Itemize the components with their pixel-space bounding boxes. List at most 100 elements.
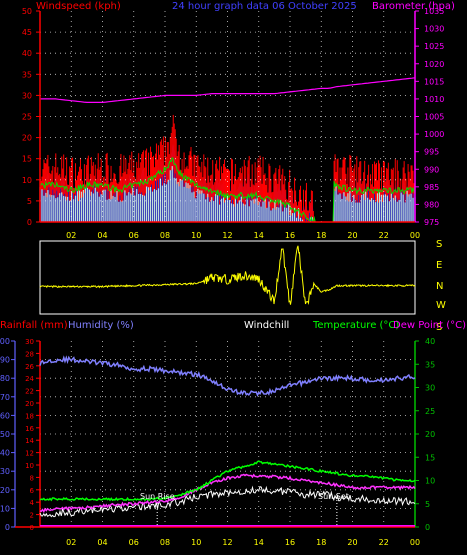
bottom-x-tick-label: 14 (254, 538, 264, 547)
temperature-tick-label: 40 (425, 337, 435, 346)
bottom-x-tick-label: 16 (285, 538, 295, 547)
temperature-tick-label: 5 (425, 500, 430, 509)
barometer-tick-label: 1005 (424, 113, 444, 122)
barometer-tick-label: 990 (424, 165, 439, 174)
direction-label: S (436, 239, 442, 250)
windspeed-tick-label: 40 (22, 49, 32, 58)
temperature-tick-label: 35 (425, 360, 435, 369)
rainfall-tick-label: 0 (30, 524, 34, 532)
windspeed-tick-label: 20 (22, 134, 32, 143)
temperature-tick-label: 25 (425, 407, 435, 416)
windspeed-tick-label: 0 (27, 218, 32, 227)
windchill-title: Windchill (244, 320, 289, 331)
bottom-x-tick-label: 00 (410, 538, 420, 547)
rainfall-tick-label: 22 (25, 388, 34, 396)
windspeed-tick-label: 10 (22, 176, 32, 185)
rainfall-tick-label: 6 (30, 487, 35, 495)
temperature-tick-label: 30 (425, 384, 435, 393)
temperature-tick-label: 0 (425, 523, 430, 532)
temperature-line (39, 460, 416, 502)
rainfall-tick-label: 4 (30, 499, 35, 507)
barometer-tick-label: 995 (424, 148, 439, 157)
bottom-x-tick-label: 18 (316, 538, 326, 547)
rainfall-tick-label: 20 (25, 400, 34, 408)
temperature-title: Temperature (°C) (312, 320, 399, 331)
bottom-x-tick-label: 02 (66, 538, 76, 547)
temperature-tick-label: 15 (425, 453, 435, 462)
bottom-x-tick-label: 22 (379, 538, 389, 547)
chart-title: 24 hour graph data 06 October 2025 (172, 1, 357, 12)
top-x-tick-label: 16 (285, 231, 295, 240)
bottom-x-tick-label: 06 (129, 538, 139, 547)
humidity-tick-label: 10 (0, 504, 10, 513)
humidity-tick-label: 70 (0, 393, 10, 402)
dewpoint-line (39, 473, 416, 514)
temperature-tick-label: 10 (425, 477, 435, 486)
humidity-tick-label: 50 (0, 430, 10, 439)
direction-label: N (436, 281, 443, 292)
rainfall-tick-label: 10 (25, 462, 34, 470)
rainfall-tick-label: 24 (25, 375, 34, 383)
bottom-x-tick-label: 10 (191, 538, 201, 547)
top-x-tick-label: 14 (254, 231, 264, 240)
barometer-tick-label: 1020 (424, 60, 444, 69)
rainfall-tick-label: 26 (25, 363, 34, 371)
dewpoint-title: Dew Point (°C) (393, 320, 466, 331)
barometer-tick-label: 1025 (424, 42, 444, 51)
humidity-tick-label: 90 (0, 356, 10, 365)
barometer-line (40, 77, 416, 104)
temperature-tick-label: 20 (425, 430, 435, 439)
top-x-tick-label: 10 (191, 231, 201, 240)
humidity-tick-label: 20 (0, 486, 10, 495)
top-x-tick-label: 18 (316, 231, 326, 240)
temperature-humidity-panel: 0102030405060708090100024681012141618202… (0, 337, 435, 547)
top-x-tick-label: 20 (347, 231, 357, 240)
humidity-tick-label: 100 (0, 337, 10, 346)
rainfall-title: Rainfall (mm) (0, 320, 68, 331)
barometer-tick-label: 1010 (424, 95, 444, 104)
barometer-title: Barometer (hpa) (372, 1, 455, 12)
direction-label: S (436, 322, 442, 333)
humidity-tick-label: 30 (0, 467, 10, 476)
bottom-x-tick-label: 08 (160, 538, 170, 547)
bottom-x-tick-label: 20 (347, 538, 357, 547)
direction-frame (39, 240, 416, 315)
bottom-x-tick-label: 04 (97, 538, 107, 547)
barometer-tick-label: 980 (424, 200, 439, 209)
windspeed-tick-label: 15 (22, 155, 32, 164)
wind-direction-line (39, 245, 416, 306)
sunrise-label: Sun Rise (140, 492, 175, 501)
rainfall-tick-label: 18 (25, 412, 34, 420)
windspeed-tick-label: 45 (22, 28, 32, 37)
humidity-tick-label: 80 (0, 374, 10, 383)
humidity-tick-label: 60 (0, 411, 10, 420)
windspeed-tick-label: 5 (27, 197, 32, 206)
windspeed-tick-label: 25 (22, 113, 32, 122)
top-x-tick-label: 12 (222, 231, 232, 240)
top-x-tick-label: 22 (379, 231, 389, 240)
humidity-tick-label: 0 (5, 523, 10, 532)
rainfall-tick-label: 14 (25, 437, 34, 445)
bottom-x-tick-label: 12 (222, 538, 232, 547)
top-x-tick-label: 08 (160, 231, 170, 240)
chart-labels: Windspeed (kph) 24 hour graph data 06 Oc… (0, 1, 466, 501)
top-x-tick-label: 06 (129, 231, 139, 240)
windspeed-title: Windspeed (kph) (36, 1, 121, 12)
rainfall-tick-label: 8 (30, 474, 34, 482)
sunset-label: Sun Set (318, 492, 349, 501)
rainfall-tick-label: 16 (25, 425, 34, 433)
wind-barometer-panel: 0510152025303540455097598098599099510001… (22, 7, 445, 240)
wind-trend-line (39, 156, 416, 223)
humidity-line (39, 355, 416, 397)
windspeed-tick-label: 35 (22, 70, 32, 79)
top-x-tick-label: 00 (410, 231, 420, 240)
barometer-tick-label: 1000 (424, 130, 444, 139)
windspeed-tick-label: 50 (22, 7, 32, 16)
direction-label: W (436, 300, 446, 311)
barometer-tick-label: 975 (424, 218, 439, 227)
rainfall-tick-label: 2 (30, 512, 34, 520)
rainfall-tick-label: 12 (25, 450, 34, 458)
